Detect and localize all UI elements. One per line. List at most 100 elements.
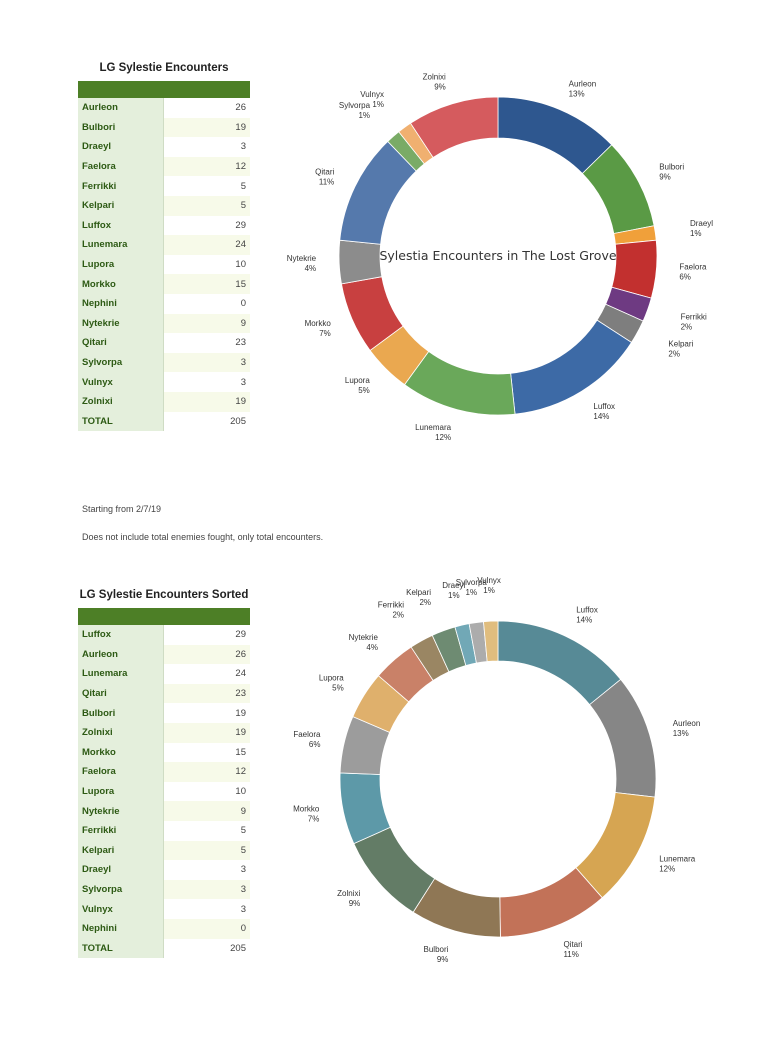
table-row: Bulbori 19 [78, 117, 250, 138]
slice-label: Morkko [305, 319, 332, 328]
slice-label: Kelpari [668, 340, 693, 349]
row-name: Faelora [78, 762, 164, 782]
table-row: Draeyl 3 [78, 860, 250, 880]
slice-label: Zolnixi [337, 889, 360, 898]
table-row: Morkko 15 [78, 742, 250, 763]
slice-label: Morkko [293, 805, 320, 814]
row-name: Aurleon [78, 644, 164, 665]
slice-percent: 13% [569, 89, 585, 98]
row-name: Sylvorpa [78, 879, 164, 900]
slice-zolnixi [409, 96, 499, 159]
row-value: 0 [164, 918, 250, 939]
row-value: 26 [164, 644, 250, 665]
row-name: Lupora [78, 781, 164, 802]
row-name: Morkko [78, 742, 164, 763]
row-name: Qitari [78, 683, 164, 704]
row-value: 10 [235, 786, 246, 798]
slice-percent: 1% [690, 229, 702, 238]
table1-title: LG Sylestie Encounters [99, 62, 229, 74]
slice-label: Ferrikki [378, 600, 404, 609]
slice-label: Aurleon [673, 719, 701, 728]
slice-label: Qitari [315, 167, 334, 176]
table-row: Kelpari 5 [78, 840, 250, 861]
slice-label: Kelpari [406, 588, 431, 597]
slice-label: Zolnixi [423, 73, 446, 82]
row-value: 10 [235, 259, 246, 271]
row-value: 9 [164, 313, 250, 334]
slice-percent: 1% [372, 100, 384, 109]
slice-label: Nytekrie [349, 633, 379, 642]
slice-percent: 9% [434, 83, 446, 92]
row-name: Sylvorpa [78, 352, 164, 373]
table-row: Nytekrie 9 [78, 801, 250, 821]
slice-percent: 1% [448, 591, 460, 600]
table-row: Bulbori 19 [78, 703, 250, 723]
row-value: 3 [240, 864, 246, 876]
row-name: Bulbori [78, 117, 164, 138]
slice-label: Lupora [345, 376, 370, 385]
slice-percent: 7% [308, 815, 320, 824]
slice-label: Faelora [679, 262, 707, 271]
row-name: Draeyl [78, 860, 164, 880]
slice-percent: 13% [673, 729, 689, 738]
row-name: Nytekrie [78, 313, 164, 334]
slice-percent: 9% [437, 955, 449, 964]
slice-percent: 1% [483, 586, 495, 595]
table-row: Sylvorpa 3 [78, 352, 250, 373]
total-row: TOTAL 205 [78, 411, 250, 432]
slice-label: Ferrikki [681, 313, 707, 322]
row-value: 23 [235, 337, 246, 349]
row-name: Kelpari [78, 840, 164, 861]
slice-percent: 6% [679, 272, 691, 281]
table-row: Nephini 0 [78, 293, 250, 314]
encounters-sorted-table: Luffox 29 Aurleon 26 Lunemara 24 Qitari 23 Bulbo… [78, 608, 250, 959]
slice-percent: 12% [435, 433, 451, 442]
slice-label: Draeyl [442, 581, 465, 590]
row-name: Zolnixi [78, 722, 164, 743]
table-row: Luffox 29 [78, 625, 250, 645]
slice-percent: 11% [563, 950, 578, 959]
row-value: 19 [235, 707, 246, 719]
slice-percent: 4% [366, 643, 378, 652]
table2-title: LG Sylestie Encounters Sorted [79, 589, 249, 601]
table-row: Vulnyx 3 [78, 372, 250, 392]
slice-label: Luffox [593, 402, 615, 411]
row-value: 15 [164, 274, 250, 294]
row-value: 0 [240, 298, 246, 310]
row-name: Faelora [78, 156, 164, 177]
table-row: Luffox 29 [78, 215, 250, 236]
row-name: Vulnyx [78, 899, 164, 919]
slice-label: Sylvorpa [339, 101, 371, 110]
table-row: Aurleon 26 [78, 98, 250, 118]
slice-luffox [497, 620, 622, 706]
slice-vulnyx [483, 620, 499, 662]
row-value: 5 [240, 825, 246, 837]
row-value: 3 [240, 376, 246, 388]
chart-title: Sylestia Encounters in The Lost Grove [379, 248, 616, 263]
row-value: 29 [235, 629, 246, 641]
row-name: Nephini [78, 293, 164, 314]
row-name: Luffox [78, 215, 164, 236]
row-value: 24 [164, 235, 250, 255]
slice-label: Bulbori [659, 163, 684, 172]
slice-percent: 5% [332, 683, 344, 692]
slice-percent: 2% [419, 598, 431, 607]
table-header-bar [78, 608, 250, 625]
slice-percent: 7% [319, 329, 331, 338]
row-name: Luffox [78, 625, 164, 645]
row-value: 23 [164, 683, 250, 704]
slice-percent: 1% [466, 588, 478, 597]
row-value: 19 [164, 391, 250, 412]
slice-percent: 2% [681, 323, 693, 332]
encounters-table: Aurleon 26 Bulbori 19 Draeyl 3 Faelora 12 Ferrik… [78, 81, 250, 432]
slice-label: Nytekrie [287, 254, 317, 263]
row-value: 3 [240, 141, 246, 153]
slice-label: Lunemara [659, 854, 696, 863]
row-value: 29 [235, 219, 246, 231]
row-name: Lupora [78, 254, 164, 275]
row-value: 12 [164, 762, 250, 782]
slice-aurleon [589, 678, 657, 798]
row-name: Draeyl [78, 137, 164, 157]
slice-label: Bulbori [424, 945, 449, 954]
row-name: Lunemara [78, 664, 164, 684]
